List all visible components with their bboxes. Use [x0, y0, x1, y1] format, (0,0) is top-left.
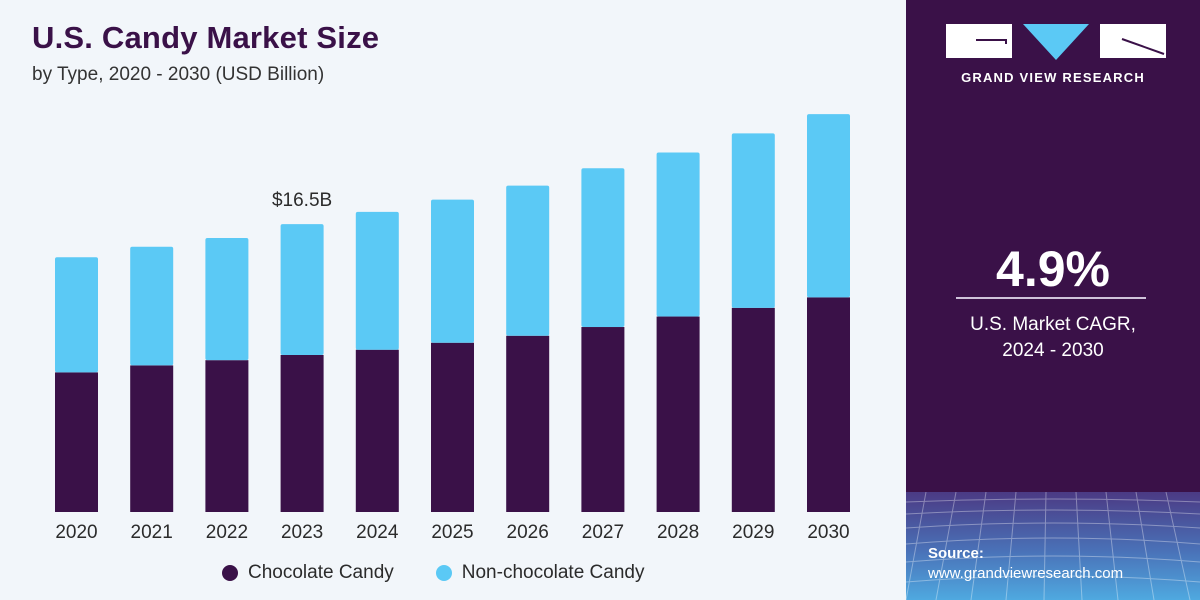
x-tick-label: 2028 — [657, 522, 699, 543]
chart-title: U.S. Candy Market Size — [32, 20, 380, 55]
bar-chocolate-2027 — [581, 327, 625, 512]
legend-item-chocolate: Chocolate Candy — [222, 562, 394, 584]
bar-non-chocolate-2028 — [656, 152, 700, 317]
bar-non-chocolate-2023 — [280, 224, 324, 355]
bar-non-chocolate-2022 — [205, 238, 249, 361]
bar-non-chocolate-2024 — [355, 211, 399, 350]
bar-non-chocolate-2020 — [55, 257, 98, 373]
bar-non-chocolate-2029 — [731, 133, 775, 308]
cagr-label-line2: 2024 - 2030 — [1002, 340, 1104, 361]
bar-chart: 2020 2021 2022 2023 2024 2025 2026 2027 2028 2029… — [55, 114, 850, 543]
bar-chocolate-2024 — [355, 349, 399, 512]
x-tick-label: 2030 — [807, 522, 849, 543]
legend-swatch-non-chocolate — [435, 565, 452, 581]
x-tick-label: 2025 — [431, 522, 473, 543]
source: Source: www.grandviewresearch.com — [928, 544, 1123, 584]
legend-swatch-chocolate — [222, 565, 238, 581]
side-panel: GRAND VIEW RESEARCH 4.9% U.S. Market CAG… — [906, 0, 1200, 600]
bar-chocolate-2028 — [656, 316, 700, 512]
source-url[interactable]: www.grandviewresearch.com — [928, 565, 1124, 582]
x-tick-label: 2024 — [356, 522, 399, 543]
brand-logo-icon — [946, 24, 1166, 60]
x-tick-label: 2021 — [131, 522, 173, 543]
bar-chocolate-2022 — [205, 360, 249, 512]
bar-chocolate-2029 — [731, 307, 775, 512]
bar-chocolate-2023 — [280, 354, 324, 512]
bar-non-chocolate-2025 — [431, 199, 474, 343]
x-tick-label: 2027 — [582, 522, 624, 543]
legend-item-non-chocolate: Non-chocolate Candy — [435, 562, 645, 584]
cagr-label-line1: U.S. Market CAGR, — [970, 314, 1136, 335]
cagr-label: U.S. Market CAGR, 2024 - 2030 — [906, 312, 1200, 364]
bar-chocolate-2030 — [807, 297, 850, 512]
chart-area: U.S. Candy Market Size by Type, 2020 - 2… — [32, 20, 850, 584]
x-tick-label: 2029 — [732, 522, 774, 543]
x-tick-label: 2026 — [507, 522, 549, 543]
cagr-value: 4.9% — [996, 241, 1110, 297]
bar-non-chocolate-2026 — [506, 185, 550, 336]
legend-label: Non-chocolate Candy — [461, 562, 645, 583]
x-tick-label: 2023 — [281, 522, 323, 543]
bar-non-chocolate-2021 — [130, 246, 174, 366]
data-label: $16.5B — [272, 190, 332, 211]
divider — [956, 297, 1146, 299]
x-tick-label: 2022 — [206, 522, 248, 543]
x-tick-label: 2020 — [55, 522, 97, 543]
bar-chocolate-2021 — [130, 365, 174, 512]
legend-label: Chocolate Candy — [248, 562, 394, 583]
bar-non-chocolate-2027 — [581, 168, 625, 328]
source-label: Source: — [928, 545, 984, 562]
bar-chocolate-2020 — [55, 372, 98, 512]
chart-subtitle: by Type, 2020 - 2030 (USD Billion) — [32, 64, 325, 85]
bar-chocolate-2025 — [431, 342, 474, 512]
panel-footer-background — [906, 492, 1200, 600]
bar-non-chocolate-2030 — [807, 114, 850, 298]
brand-name: GRAND VIEW RESEARCH — [961, 70, 1145, 85]
bar-chocolate-2026 — [506, 335, 550, 512]
legend: Chocolate Candy Non-chocolate Candy — [222, 562, 686, 584]
grid-pattern-icon — [906, 492, 1200, 600]
